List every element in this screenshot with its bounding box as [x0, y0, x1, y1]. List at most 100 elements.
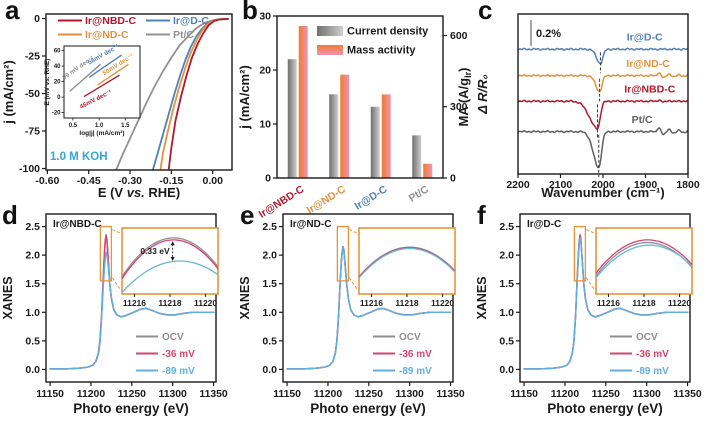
bar-mass-activity [381, 94, 391, 178]
y-tick-label: 1.0 [25, 307, 40, 319]
shift-annotation: 0.33 eV [140, 246, 170, 256]
y-tick-label: 1.0 [499, 307, 514, 319]
scalebar-label: 0.2% [536, 28, 561, 40]
zoom-connector [585, 277, 595, 290]
legend-label: Ir@NBD-C [85, 15, 136, 27]
sample-label: Ir@ND-C [290, 219, 331, 230]
spectrum-label: Pt/C [632, 114, 653, 126]
y-tick-label: 1.5 [499, 278, 514, 290]
spectrum-Ir@D-C [518, 47, 688, 65]
shift-arrow-head-down [170, 257, 175, 261]
x-tick-label: -0.45 [77, 175, 101, 187]
y-tick-label: 1.5 [25, 278, 40, 290]
y-tick-label: -50 [25, 88, 40, 100]
y-tick-label: 30 [259, 11, 271, 23]
y-tick-label: 2.0 [25, 250, 40, 262]
inset-curve [595, 244, 693, 279]
peak-highlight-box [336, 225, 350, 282]
y-axis-title: j (mA/cm²) [1, 60, 16, 125]
y-axis-title-left: j (mA/cm²) [237, 65, 252, 130]
legend-label: -89 mV [162, 366, 195, 377]
inset-frame [595, 227, 693, 295]
spectrum-Ir@NBD-C [518, 99, 688, 130]
spectrum-label: Ir@NBD-C [624, 83, 675, 95]
x-tick-label: 11150 [510, 389, 538, 400]
y-tick-label: 0.5 [262, 335, 277, 347]
panel-a: a -0.60 -0.45 -0.30 -0.15 0.00 0 -25 -50 -75 -100… [0, 0, 237, 200]
xanes-curve--89 mV [523, 237, 689, 370]
spectrum-label: Ir@ND-C [626, 58, 670, 70]
plot-frame [45, 213, 217, 383]
x-tick-label: 11350 [436, 389, 465, 400]
bar-current-density [412, 135, 422, 178]
inset-curve [595, 239, 693, 274]
tafel-line-Ir@D-C [88, 54, 122, 78]
inset-x-tick-label: 1.0 [95, 123, 104, 129]
inset-x-tick-label: 11216 [597, 298, 620, 308]
y-tick-label: 0 [450, 173, 456, 185]
x-tick-label: 1800 [676, 179, 700, 191]
axis-title-part: E (V [98, 185, 127, 200]
x-tick-label: 1900 [634, 179, 658, 191]
inset-frame [121, 227, 219, 295]
axis-title-vs: vs. [127, 185, 145, 200]
inset-x-tick-label: 11220 [431, 298, 454, 308]
y-tick-label: -25 [25, 51, 40, 63]
y-tick-label: 0 [34, 13, 40, 25]
inset-x-tick-label: 0.5 [69, 123, 78, 129]
legend-label: OCV [162, 332, 184, 343]
panel-label-a: a [5, 0, 20, 25]
y-tick-label: 2.0 [499, 250, 514, 262]
x-tick-label: 11350 [673, 389, 702, 400]
xanes-curve--89 mV [49, 251, 215, 370]
inset-y-tick-label: -20 [52, 111, 61, 117]
y-tick-label: 1.5 [262, 278, 277, 290]
panel-label-e: e [240, 200, 255, 230]
panel-c-chart: Ir@D-C Ir@ND-C Ir@NBD-C Pt/C 2200 2100 2000 190… [475, 13, 700, 200]
y-tick-label: 0 [265, 173, 271, 185]
y-tick-label: 1.0 [262, 307, 277, 319]
x-tick-label: -0.30 [118, 175, 142, 187]
legend-label: Pt/C [173, 29, 194, 41]
axis-title-part: RHE) [145, 185, 180, 200]
legend-label: -89 mV [636, 366, 669, 377]
x-axis-title: Photo energy (eV) [73, 401, 189, 416]
y-tick-label: 0.5 [25, 335, 40, 347]
legend-label: -36 mV [399, 349, 432, 360]
panel-c: c Ir@D-C Ir@ND-C Ir@NBD-C Pt/C 2200 2100 2000 1… [474, 0, 710, 200]
zoom-connector [586, 229, 595, 234]
inset-x-tick-label: 11218 [158, 298, 181, 308]
inset-x-tick-label: 11218 [395, 298, 418, 308]
y-tick-label: 2.0 [262, 250, 277, 262]
legend-label: -36 mV [636, 349, 669, 360]
sample-label: Ir@D-C [527, 219, 561, 230]
x-tick-label: 0.00 [202, 175, 223, 187]
inset-x-axis-title: log|j| (mA/cm²) [79, 130, 124, 137]
y-tick-label: 2.5 [499, 221, 514, 233]
inset-x-tick-label: 11220 [194, 298, 217, 308]
y-tick-label: 2.5 [262, 221, 277, 233]
y-tick-label: 0.0 [25, 364, 40, 376]
x-tick-label: 11200 [551, 389, 580, 400]
inset-y-tick-label: 40 [54, 64, 61, 70]
inset-curve [358, 247, 456, 279]
x-tick-label: -0.60 [35, 175, 59, 187]
x-tick-label: 11150 [36, 389, 64, 400]
x-axis-title: Wavenumber (cm⁻¹) [541, 185, 664, 200]
y-tick-label: 2.5 [25, 221, 40, 233]
inset-y-axis-title: E (mV vs. RHE) [44, 59, 51, 106]
xanes-curve--89 mV [286, 246, 452, 370]
x-tick-label: 11300 [396, 389, 425, 400]
x-tick-label: 11350 [199, 389, 228, 400]
panel-e: e 11150 11200 11250 11300 11350 0.0 0.5 1.0 1.5 2… [237, 200, 474, 426]
bar-mass-activity [298, 25, 308, 179]
inset-curve [121, 239, 219, 280]
legend-label: -36 mV [162, 349, 195, 360]
bar-mass-activity [340, 74, 350, 178]
y-tick-label: 600 [450, 30, 468, 42]
inset-x-tick-label: 11220 [668, 298, 691, 308]
panel-b-chart: Ir@NBD-CIr@ND-C Ir@D-C Pt/C01020300300600j… [237, 11, 473, 221]
y-tick-label: 0.0 [262, 364, 277, 376]
y-axis-title-right: MA (A/gIr) [456, 67, 473, 126]
